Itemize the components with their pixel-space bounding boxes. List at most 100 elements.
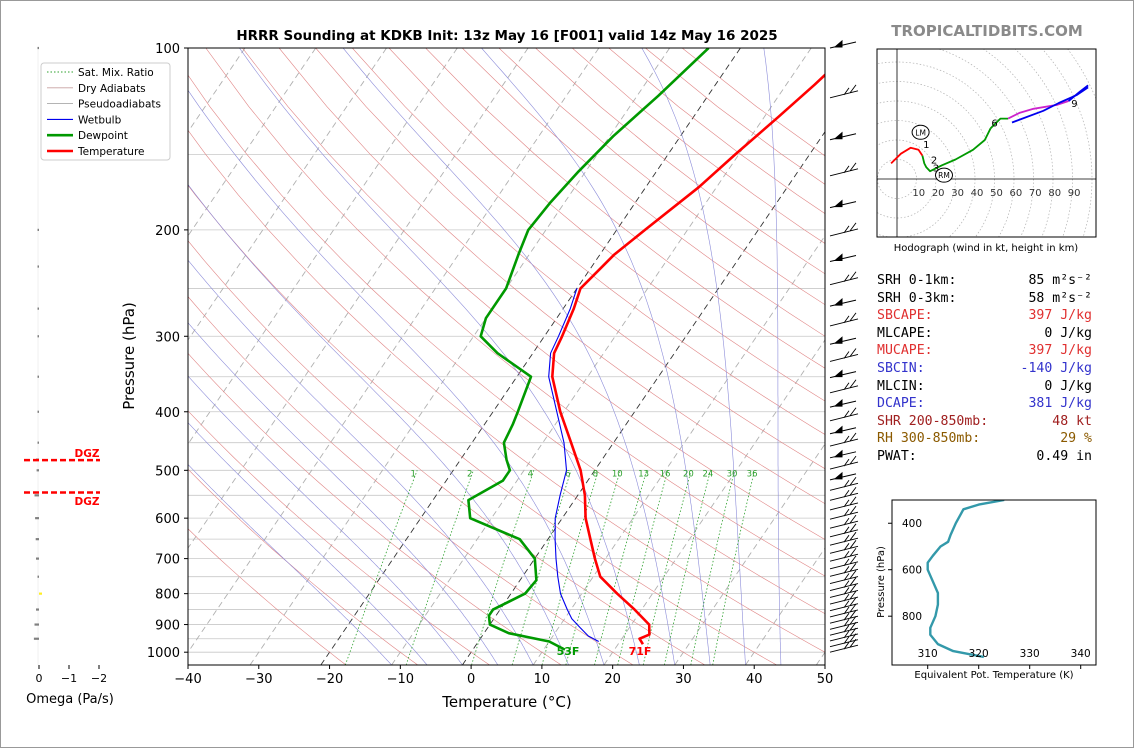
theta-e-x-tick-label: 330 (1020, 648, 1040, 660)
hodograph-trace (989, 117, 1009, 129)
skewt-y-axis-label: Pressure (hPa) (120, 302, 138, 410)
wind-barb (829, 584, 859, 598)
stat-label: PWAT: (877, 449, 917, 464)
dry-adiabat (278, 48, 825, 505)
hodograph-ring-label: 70 (1029, 188, 1042, 199)
wind-barb (829, 514, 859, 529)
omega-x-tick-label: 0 (36, 672, 43, 685)
legend-entry: Pseudoadiabats (78, 99, 161, 111)
wind-barb (829, 39, 857, 49)
stat-label: MLCAPE: (877, 325, 933, 341)
y-tick-label: 300 (155, 330, 180, 345)
stat-value: 397 J/kg (1028, 343, 1092, 359)
wind-barb (829, 609, 859, 624)
y-tick-label: 800 (155, 588, 180, 603)
mixing-ratio-label: 1 (411, 470, 416, 480)
wind-barb (829, 336, 857, 345)
stat-value: 48 kt (1052, 413, 1092, 429)
stat-label: SRH 0-1km: (877, 273, 957, 288)
isotherm (674, 443, 825, 665)
mixing-ratio-line (690, 470, 735, 665)
wind-barb (829, 615, 859, 630)
chart-title: HRRR Sounding at KDKB Init: 13z May 16 [… (236, 28, 777, 44)
wind-barb (829, 621, 859, 636)
hodograph-height-label: 6 (991, 118, 997, 129)
stat-value: 0 J/kg (1044, 325, 1092, 341)
pseudoadiabat (481, 48, 711, 665)
wind-barb (829, 603, 859, 618)
theta-e-line (926, 500, 1005, 659)
theta-e-x-tick-label: 340 (1071, 648, 1091, 660)
omega-x-axis-label: Omega (Pa/s) (26, 692, 114, 707)
mixing-ratio-line (712, 470, 755, 665)
hodograph-ring-label: 10 (912, 188, 925, 199)
storm-motion-marker (935, 167, 953, 183)
hodograph-height-label: 3 (933, 163, 939, 174)
theta-e-x-axis-label: Equivalent Pot. Temperature (K) (914, 670, 1073, 681)
dewpoint-line (467, 48, 710, 651)
x-tick-label: 20 (604, 672, 621, 687)
x-tick-label: −40 (174, 672, 201, 687)
pseudoadiabat (188, 259, 534, 665)
x-tick-label: 30 (675, 672, 692, 687)
stat-value: 397 J/kg (1028, 308, 1092, 324)
dry-adiabat (188, 74, 825, 615)
stat-value: 58 m²s⁻² (1028, 290, 1092, 306)
isotherm (320, 48, 741, 665)
omega-x-tick-label: −2 (91, 672, 107, 685)
dry-adiabat (242, 48, 825, 540)
wind-barb (829, 407, 859, 422)
pseudoadiabat (188, 322, 499, 665)
hodograph-trace (890, 146, 924, 165)
mixing-ratio-line (594, 470, 647, 665)
pseudoadiabat (188, 375, 463, 665)
stat-label: SRH 0-3km: (877, 290, 957, 306)
x-tick-label: −10 (387, 672, 414, 687)
legend-entry: Dry Adiabats (78, 83, 146, 95)
pseudoadiabat (188, 464, 392, 665)
isotherm (532, 235, 825, 665)
wind-barb (829, 531, 859, 546)
mixing-ratio-label: 16 (660, 470, 671, 480)
legend-entry: Wetbulb (78, 114, 122, 126)
isotherm (603, 339, 825, 665)
wind-barb (829, 253, 857, 262)
isotherm (188, 48, 387, 341)
wind-barb (829, 425, 857, 435)
mixing-ratio-label: 13 (638, 470, 649, 480)
stat-label: MLCIN: (877, 378, 925, 394)
x-tick-label: 40 (746, 672, 763, 687)
pseudoadiabat (641, 48, 746, 665)
hodograph-ring-label: 90 (1068, 188, 1081, 199)
hodograph-ring-label: 20 (932, 188, 945, 199)
surface-dewpoint-label: 53F (557, 645, 580, 658)
wind-barb (829, 379, 859, 394)
wind-barb (829, 547, 859, 562)
stat-label: SBCAPE: (877, 308, 933, 324)
dry-adiabat (315, 48, 825, 470)
mixing-ratio-label: 30 (727, 470, 738, 480)
theta-e-y-axis-label: Pressure (hPa) (876, 546, 887, 618)
stat-label: SHR 200-850mb: (877, 413, 989, 429)
wind-barb (829, 348, 859, 362)
mixing-ratio-line (664, 470, 711, 665)
y-tick-label: 100 (155, 42, 180, 57)
isotherm (188, 48, 529, 549)
wind-barb (829, 477, 859, 491)
wind-barb (829, 271, 859, 286)
mixing-ratio-label: 4 (528, 470, 533, 480)
surface-temperature-label: 71F (629, 645, 652, 658)
theta-e-y-tick-label: 800 (902, 611, 922, 623)
wind-barb (829, 449, 857, 459)
x-tick-label: −30 (245, 672, 272, 687)
y-tick-label: 1000 (147, 646, 180, 661)
skewt-plot-frame (187, 47, 826, 666)
x-tick-label: 50 (817, 672, 834, 687)
storm-motion-marker (911, 124, 930, 140)
wind-barb (829, 471, 857, 481)
y-tick-label: 700 (155, 553, 180, 568)
isotherm (745, 547, 825, 665)
x-tick-label: −20 (316, 672, 343, 687)
hodograph-ring-label: 80 (1048, 188, 1061, 199)
isotherm (188, 48, 458, 445)
